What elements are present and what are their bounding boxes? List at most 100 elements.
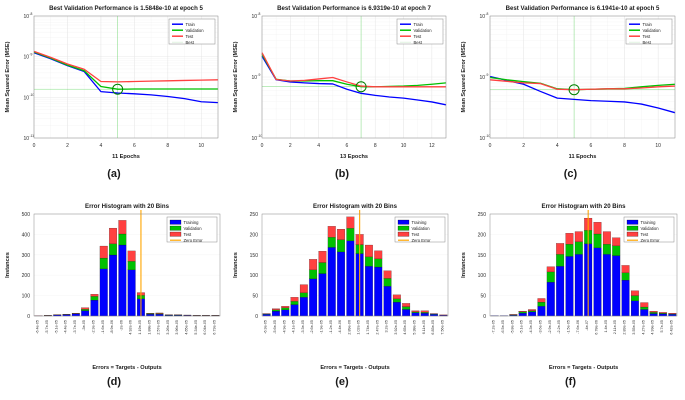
x-tick-label: 2 — [522, 143, 525, 149]
legend-swatch-2 — [397, 231, 410, 237]
bar-segment-validation — [118, 233, 127, 246]
x-tick-label: 4 — [100, 143, 103, 149]
legend-label-1: Validation — [414, 28, 433, 33]
bar-segment-training — [649, 313, 658, 317]
legend-box — [625, 18, 673, 45]
bar-segment-test — [612, 237, 621, 246]
bar-segment-test — [556, 243, 565, 255]
bar-segment-training — [546, 282, 555, 317]
y-tick-exponent: -9 — [29, 52, 32, 56]
x-tick-label: 2.89e-06 — [347, 320, 351, 335]
bar-segment-training — [155, 314, 164, 317]
y-tick-label: 0 — [27, 314, 30, 320]
bar-segment-validation — [327, 237, 336, 248]
bar-segment-test — [593, 222, 602, 235]
legend-swatch-1 — [169, 225, 182, 231]
x-tick-label: -4.4e-05 — [64, 320, 68, 334]
bar-segment-validation — [365, 256, 373, 267]
x-axis-label: Errors = Targets - Outputs — [320, 365, 389, 371]
panel-caption-c: (c) — [563, 168, 578, 180]
plot-title: Best Validation Performance is 6.1941e-1… — [506, 5, 660, 12]
bar-segment-test — [420, 310, 429, 313]
bar-segment-validation — [411, 311, 420, 313]
y-tick-label: 10 — [479, 75, 485, 81]
legend-label-2: Test — [412, 232, 421, 237]
legend-label-2: Test — [641, 232, 650, 237]
bar-segment-test — [365, 244, 373, 257]
x-tick-label: 1.19e-05 — [138, 320, 142, 335]
x-tick-label: 6.04e-05 — [203, 320, 207, 335]
panel-d: 0 100 200 300 400 500 -6.4e-05 -5.7e-05 -5.1e-05… — [0, 198, 228, 378]
bar-segment-training — [621, 280, 630, 317]
legend-swatch-0 — [169, 219, 182, 225]
bar-segment-training — [309, 278, 318, 317]
legend-swatch-2 — [169, 231, 182, 237]
x-tick-label: -5.6e-05 — [273, 320, 277, 334]
y-tick-label: 500 — [22, 212, 31, 218]
bar-segment-training — [365, 266, 373, 317]
bar-segment-test — [281, 306, 290, 308]
x-tick-label: -6.5e-05 — [501, 320, 505, 334]
x-tick-label: -6.4e-05 — [36, 320, 40, 334]
y-tick-label: 50 — [480, 294, 486, 300]
x-tick-label: 6.73e-05 — [212, 320, 216, 335]
x-tick-label: 1.74e-05 — [366, 320, 370, 335]
x-tick-label: 12 — [429, 143, 435, 149]
x-tick-label: -1.6e-05 — [101, 320, 105, 334]
bar-segment-validation — [631, 295, 639, 301]
bar-segment-test — [327, 226, 336, 238]
error-histogram-d: 0 100 200 300 400 500 -6.4e-05 -5.7e-05 -5.1e-05… — [5, 203, 221, 371]
x-tick-label: -7.2e-05 — [492, 320, 496, 334]
x-tick-label: -4.1e-05 — [292, 320, 296, 334]
x-tick-label: 6 — [590, 143, 593, 149]
x-tick-label: -7.6e-06 — [576, 320, 580, 334]
x-tick-label: 8 — [166, 143, 169, 149]
y-tick-label: 250 — [250, 212, 259, 218]
bar-segment-validation — [99, 257, 108, 269]
bar-segment-test — [528, 309, 536, 311]
y-tick-exponent: -8 — [29, 12, 32, 16]
legend-label-1: Validation — [643, 28, 662, 33]
legend-label-3: Best — [414, 40, 423, 45]
y-tick-exponent: -10 — [485, 134, 490, 138]
x-tick-label: 2 — [289, 143, 292, 149]
bar-segment-training — [290, 304, 299, 317]
bar-segment-validation — [556, 254, 565, 267]
panel-b: 10 -10 10 -9 10 -8 0 2 4 6 8 10 12 Best Validation Pe… — [228, 0, 456, 172]
legend-label-0: Train — [414, 22, 424, 27]
x-tick-label: -1.9e-05 — [319, 320, 323, 334]
x-tick-label: 2.11e-05 — [613, 320, 617, 334]
legend-label-1: Validation — [641, 226, 660, 231]
bar-segment-training — [99, 268, 108, 317]
bar-segment-test — [574, 231, 583, 242]
bar-segment-training — [537, 306, 546, 317]
legend-label-3: Zero Error — [412, 238, 432, 243]
y-axis-label: Instances — [461, 252, 467, 278]
error-histogram-e: 0 50 100 150 200 250 -6.3e-05 -5.6e-05 -4.9e-05 -… — [233, 203, 449, 371]
legend-label-2: Test — [186, 34, 195, 39]
x-tick-label: 0 — [489, 143, 492, 149]
x-tick-label: 2.83e-05 — [623, 320, 627, 335]
x-tick-label: 0 — [33, 143, 36, 149]
legend-swatch-1 — [626, 225, 639, 231]
bar-segment-training — [318, 273, 327, 317]
y-tick-exponent: -9 — [257, 73, 260, 77]
bar-segment-training — [631, 300, 639, 317]
x-tick-label: 4.65e-05 — [184, 320, 188, 335]
x-tick-label: 6.83e-05 — [431, 320, 435, 335]
x-tick-label: 6.42e-05 — [669, 320, 673, 335]
x-axis-label: 13 Epochs — [340, 154, 368, 160]
bar-segment-test — [411, 310, 420, 313]
x-tick-label: -6.3e-05 — [264, 320, 268, 334]
legend-swatch-0 — [626, 219, 639, 225]
x-tick-label: -5.1e-05 — [54, 320, 58, 334]
bar-segment-validation — [537, 302, 546, 307]
bar-segment-validation — [109, 243, 117, 256]
x-tick-label: 3.55e-05 — [632, 320, 636, 335]
y-tick-exponent: -8 — [257, 12, 260, 16]
bar-segment-training — [118, 244, 127, 317]
bar-segment-training — [281, 309, 290, 317]
x-tick-label: 4.99e-05 — [651, 320, 655, 335]
bar-segment-test — [392, 294, 401, 299]
